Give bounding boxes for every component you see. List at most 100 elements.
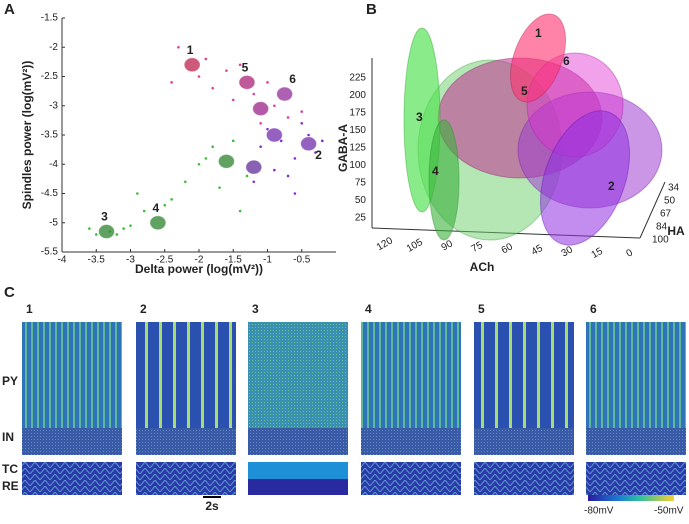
point (170, 198, 173, 201)
z-axis-label: GABA-A (336, 124, 350, 172)
py-raster (248, 322, 348, 428)
py-raster (361, 322, 461, 428)
ellipsoids (403, 13, 663, 246)
column-label: 4 (365, 302, 372, 316)
point (142, 209, 146, 213)
x-axis-label: Delta power (log(mV²)) (135, 262, 263, 276)
point (300, 122, 304, 125)
point (252, 180, 256, 184)
y-tick-label: -5.5 (41, 247, 59, 258)
y-tick-label: -3.5 (41, 130, 59, 141)
in-raster (136, 428, 236, 455)
z-tick-label: 175 (349, 108, 366, 119)
panel-label: A (4, 1, 15, 18)
cluster-center (149, 215, 167, 231)
ellipsoid-label: 1 (535, 26, 542, 40)
x-axis-label: ACh (470, 260, 495, 274)
y-tick-label: 84 (656, 222, 668, 233)
cluster-label: 6 (289, 72, 296, 86)
z-tick-label: 200 (349, 90, 366, 101)
tc-re-raster (361, 462, 461, 495)
cluster-center (245, 159, 263, 175)
y-tick-label: -4 (49, 159, 58, 170)
z-tick-label: 225 (349, 73, 366, 84)
point (293, 157, 297, 160)
cluster-center (183, 57, 201, 73)
x-tick-label: 60 (500, 241, 516, 256)
ellipsoid-label: 3 (416, 110, 423, 124)
point (129, 224, 132, 227)
tc-re-raster (474, 462, 574, 495)
y-tick-label: -4.5 (41, 188, 59, 199)
point (211, 145, 214, 148)
point (88, 227, 91, 230)
z-tick-label: 50 (355, 195, 367, 206)
x-tick-label: -0.5 (293, 255, 311, 266)
x-tick-label: 90 (440, 238, 456, 253)
scale-bar-label: 2s (205, 499, 219, 513)
py-raster (474, 322, 574, 428)
cluster-center (217, 153, 235, 169)
cluster-label: 4 (153, 201, 160, 215)
column-label: 3 (252, 302, 259, 316)
point (238, 209, 242, 213)
point (266, 127, 269, 131)
y-axis-label: HA (667, 224, 685, 238)
colorbar-label: -50mV (654, 506, 684, 517)
point (273, 168, 276, 172)
x-tick-label: -1.5 (225, 255, 243, 266)
y-tick-label: -2.5 (41, 71, 59, 82)
point (273, 104, 276, 108)
point (136, 192, 139, 195)
point (218, 186, 221, 189)
in-raster (586, 428, 686, 455)
cluster-center (300, 136, 318, 152)
point (293, 192, 297, 195)
z-tick-label: 125 (349, 143, 366, 154)
x-tick-label: 75 (470, 240, 486, 255)
row-label: TC (2, 462, 18, 476)
cluster-center (276, 86, 294, 102)
y-tick-label: -5 (49, 217, 58, 228)
z-tick-label: 100 (349, 160, 366, 171)
x-tick-label: -3.5 (88, 255, 106, 266)
x-tick-label: -3 (126, 255, 135, 266)
x-tick-label: -2 (195, 255, 204, 266)
point (238, 63, 242, 67)
point (252, 92, 256, 96)
in-raster (474, 428, 574, 455)
y-axis-label: Spindles power (log(mV²)) (20, 61, 34, 210)
point (184, 180, 187, 184)
point (204, 57, 208, 61)
ellipsoid-label: 4 (432, 164, 439, 178)
point (286, 116, 290, 119)
point (286, 174, 290, 178)
point (231, 98, 235, 102)
column-label: 1 (26, 302, 33, 316)
y-tick-label: 67 (660, 209, 672, 220)
x-tick-label: -1 (263, 255, 272, 266)
tc-re-raster (22, 462, 122, 495)
column-label: 6 (590, 302, 597, 316)
y-tick-label: -2 (49, 42, 58, 53)
tc-re-raster (136, 462, 236, 495)
row-label: IN (2, 430, 14, 444)
z-tick-label: 75 (355, 178, 367, 189)
z-tick-label: 25 (355, 213, 367, 224)
tc-raster (248, 462, 348, 479)
y-tick-label: -1.5 (41, 13, 59, 24)
point (197, 162, 201, 166)
x-tick-label: 15 (590, 246, 606, 261)
cluster-center (98, 224, 116, 240)
colorbar-label: -80mV (584, 506, 614, 517)
point (197, 75, 201, 78)
row-label: PY (2, 374, 18, 388)
point (300, 110, 304, 113)
cluster-label: 2 (315, 148, 322, 162)
in-raster (361, 428, 461, 455)
re-raster (248, 479, 348, 495)
py-raster (586, 322, 686, 428)
column-label: 5 (478, 302, 485, 316)
point (204, 157, 208, 160)
point (245, 174, 249, 178)
